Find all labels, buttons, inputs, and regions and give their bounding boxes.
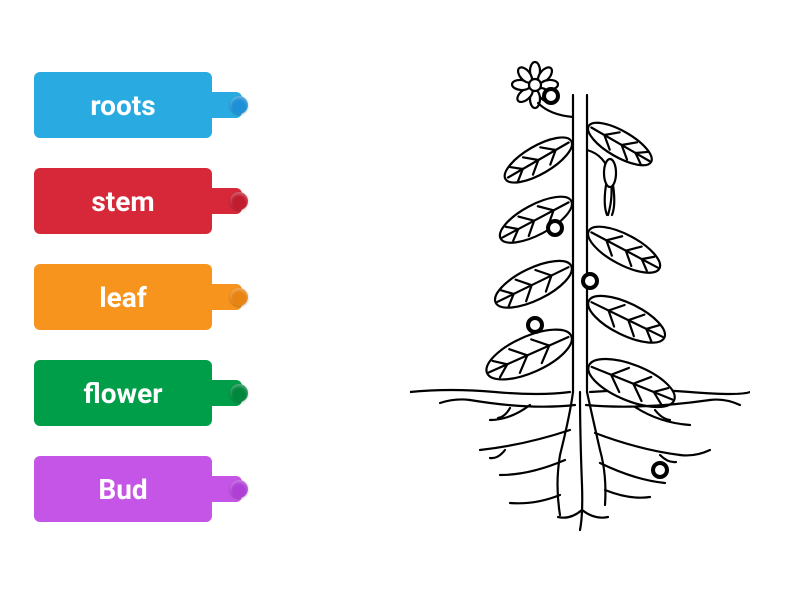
- pin-bud[interactable]: [546, 219, 564, 237]
- tag-knob: [230, 192, 248, 210]
- label-tag-leaf[interactable]: leaf: [34, 264, 212, 330]
- label-tag-stem[interactable]: stem: [34, 168, 212, 234]
- tag-knob: [230, 288, 248, 306]
- label-text: leaf: [99, 281, 147, 314]
- label-tag-flower[interactable]: flower: [34, 360, 212, 426]
- pin-stem[interactable]: [581, 272, 599, 290]
- activity-stage: roots stem leaf flower Bud: [0, 0, 800, 600]
- tag-knob: [230, 480, 248, 498]
- pin-roots[interactable]: [651, 461, 669, 479]
- label-text: Bud: [98, 473, 147, 506]
- plant-svg: [410, 55, 750, 535]
- plant-diagram: [410, 55, 750, 535]
- label-text: stem: [91, 185, 154, 218]
- pin-leaf[interactable]: [526, 316, 544, 334]
- label-tag-bud[interactable]: Bud: [34, 456, 212, 522]
- label-text: roots: [90, 89, 155, 122]
- label-text: flower: [84, 377, 163, 410]
- label-tag-roots[interactable]: roots: [34, 72, 212, 138]
- label-palette: roots stem leaf flower Bud: [34, 72, 212, 522]
- tag-knob: [230, 96, 248, 114]
- tag-knob: [230, 384, 248, 402]
- pin-flower[interactable]: [542, 87, 560, 105]
